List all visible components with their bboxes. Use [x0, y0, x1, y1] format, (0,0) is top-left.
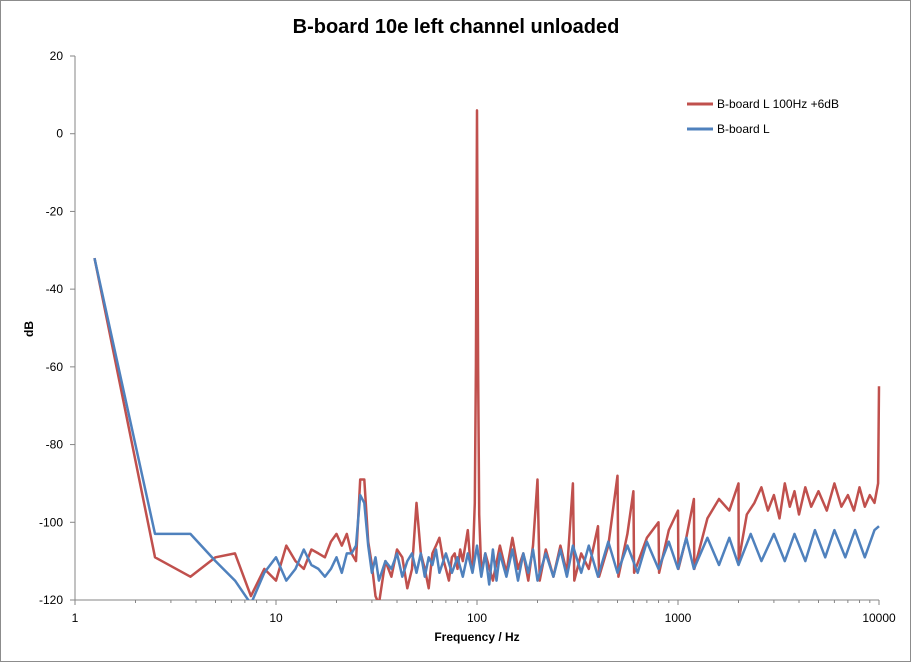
- x-axis-label: Frequency / Hz: [434, 630, 519, 644]
- x-tick-label: 1000: [665, 611, 692, 625]
- legend-label-2: B-board L: [717, 122, 770, 136]
- y-tick-label: -60: [46, 360, 64, 374]
- y-tick-label: -40: [46, 282, 64, 296]
- legend-label-1: B-board L 100Hz +6dB: [717, 97, 839, 111]
- y-tick-label: -120: [39, 593, 63, 607]
- x-tick-label: 10: [269, 611, 283, 625]
- y-tick-label: -100: [39, 515, 63, 529]
- chart-title: B-board 10e left channel unloaded: [293, 16, 620, 38]
- y-tick-label: 20: [50, 49, 64, 63]
- series-layer: [93, 109, 881, 600]
- x-tick-label: 1: [72, 611, 79, 625]
- y-tick-label: -80: [46, 438, 64, 452]
- legend: B-board L 100Hz +6dB B-board L: [687, 97, 839, 136]
- y-tick-label: 0: [56, 127, 63, 141]
- x-tick-label: 100: [467, 611, 487, 625]
- series-line-2: [93, 257, 880, 600]
- y-axis-label: dB: [22, 321, 36, 337]
- x-tick-label: 10000: [862, 611, 896, 625]
- y-tick-label: -20: [46, 204, 64, 218]
- axes: 20 0 -20 -40 -60 -80 -100 -120 1 10 100 1000 10000: [39, 49, 896, 625]
- series-line-1: [93, 109, 881, 600]
